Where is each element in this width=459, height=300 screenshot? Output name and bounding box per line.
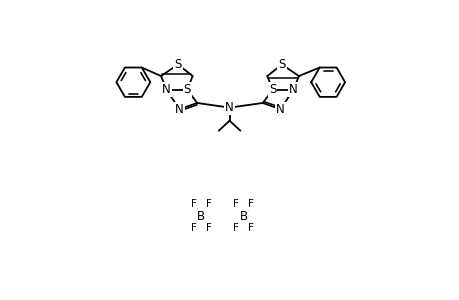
Text: B: B — [196, 210, 205, 223]
Text: F: F — [205, 200, 211, 209]
Text: F: F — [190, 200, 196, 209]
Text: F: F — [190, 223, 196, 233]
Text: S: S — [174, 58, 181, 71]
Text: F: F — [247, 223, 253, 233]
Text: N: N — [275, 103, 284, 116]
Text: S: S — [278, 58, 285, 71]
Text: F: F — [232, 200, 238, 209]
Text: S: S — [183, 83, 190, 96]
Text: F: F — [247, 200, 253, 209]
Text: B: B — [239, 210, 247, 223]
Text: N: N — [162, 83, 170, 96]
Text: F: F — [232, 223, 238, 233]
Text: S: S — [269, 83, 276, 96]
Text: N: N — [175, 103, 184, 116]
Text: F: F — [205, 223, 211, 233]
Text: N: N — [225, 101, 234, 114]
Text: N: N — [289, 83, 297, 96]
